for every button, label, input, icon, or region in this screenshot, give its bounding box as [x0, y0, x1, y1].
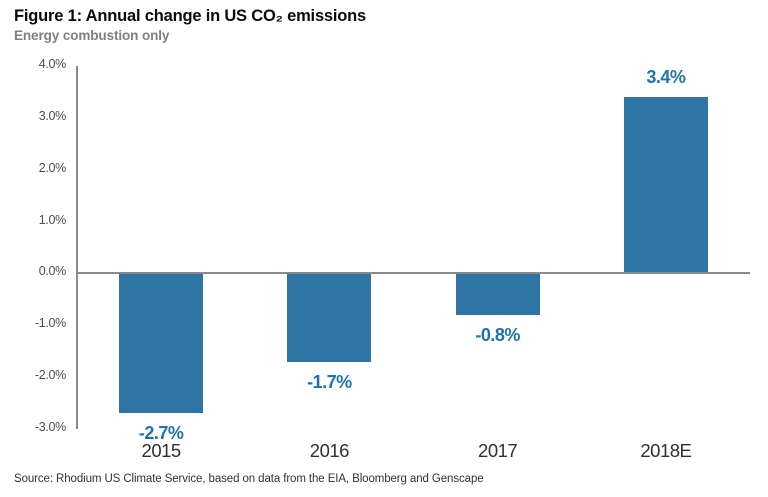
- y-axis-tick-label: 4.0%: [38, 57, 67, 71]
- y-axis-tick-label: 3.0%: [38, 108, 67, 123]
- bar-2015: [119, 273, 204, 414]
- y-axis-tick-label: 0.0%: [38, 264, 67, 279]
- x-axis-category-label: 2015: [141, 440, 182, 461]
- bar-value-label: -1.7%: [307, 371, 352, 392]
- y-axis-tick-label: -2.0%: [34, 368, 66, 383]
- x-axis-category-label: 2016: [309, 440, 350, 461]
- chart-subtitle: Energy combustion only: [14, 28, 170, 43]
- bar-value-label: -2.7%: [138, 423, 184, 444]
- y-axis-tick-label: 2.0%: [38, 160, 67, 175]
- y-axis-tick-label: 1.0%: [38, 212, 67, 227]
- zero-baseline: [77, 271, 750, 274]
- bar-2017: [455, 273, 540, 315]
- bar-value-label: 3.4%: [646, 67, 686, 88]
- y-axis-tick-label: -3.0%: [34, 420, 66, 434]
- chart-title: Figure 1: Annual change in US CO₂ emissi…: [14, 7, 367, 25]
- source-attribution: Source: Rhodium US Climate Service, base…: [14, 473, 484, 485]
- y-axis-line: [76, 66, 78, 429]
- bar-value-label: -0.8%: [475, 324, 520, 345]
- bar-2018E: [623, 97, 708, 274]
- y-axis-tick-label: -1.0%: [34, 316, 66, 331]
- x-axis-category-label: 2017: [478, 440, 518, 461]
- x-axis-category-label: 2018E: [640, 440, 692, 461]
- bar-2016: [287, 273, 372, 362]
